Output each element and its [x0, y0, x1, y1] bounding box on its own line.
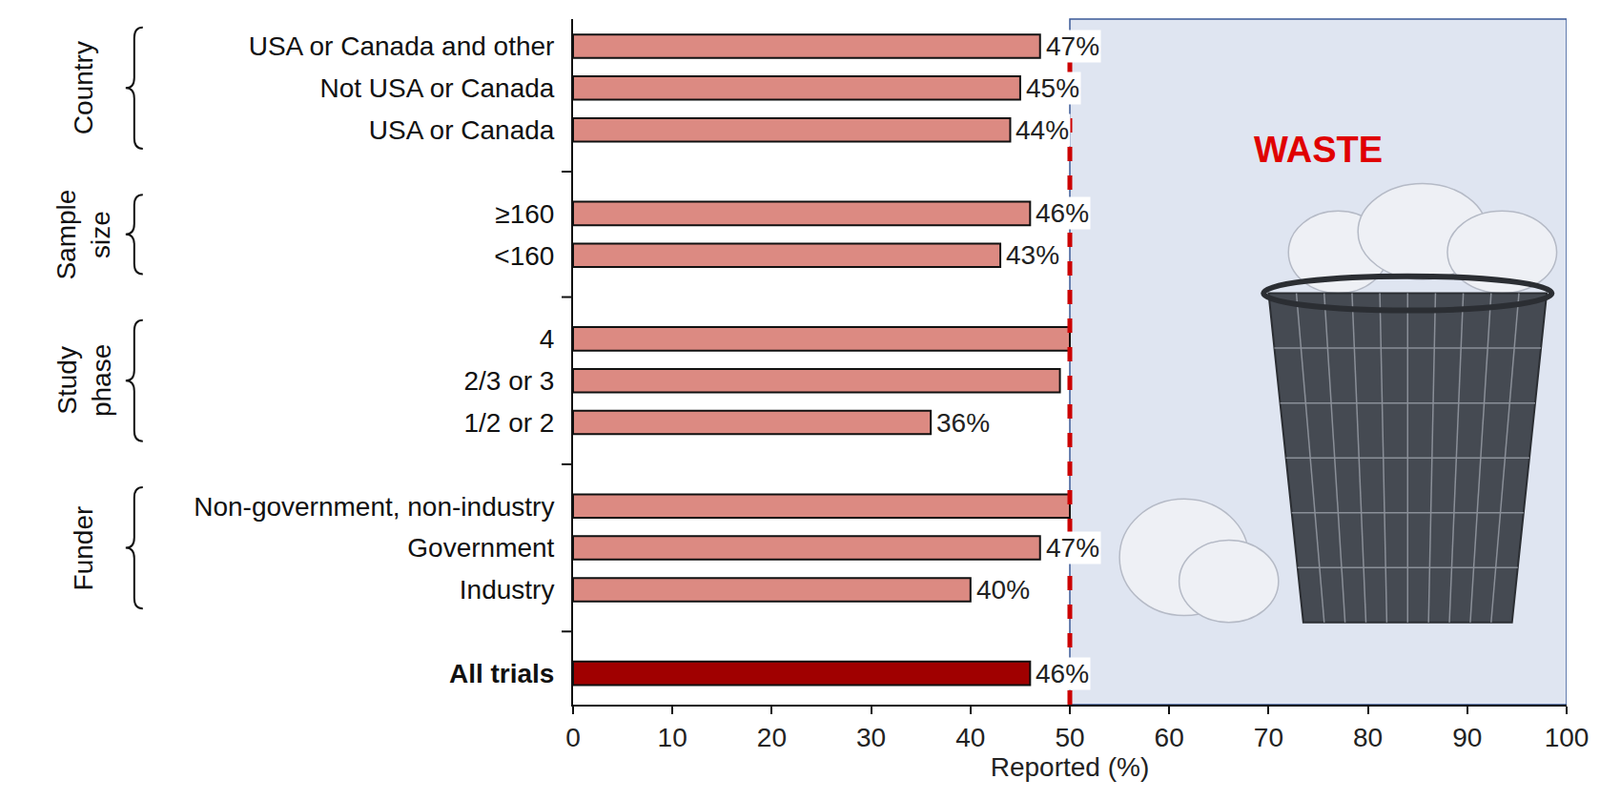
- svg-text:100: 100: [1544, 722, 1590, 753]
- svg-text:USA or Canada and other: USA or Canada and other: [248, 31, 555, 62]
- svg-text:80: 80: [1353, 722, 1383, 753]
- svg-text:Industry: Industry: [459, 574, 555, 605]
- svg-text:Country: Country: [68, 41, 99, 135]
- svg-text:70: 70: [1253, 722, 1284, 753]
- svg-text:≥160: ≥160: [494, 199, 554, 229]
- svg-text:40: 40: [955, 722, 985, 753]
- svg-text:47%: 47%: [1046, 31, 1100, 62]
- svg-text:4: 4: [539, 324, 555, 354]
- svg-text:USA or Canada: USA or Canada: [369, 115, 555, 145]
- svg-text:43%: 43%: [1005, 240, 1060, 270]
- svg-text:Studyphase: Studyphase: [52, 344, 117, 417]
- svg-text:45%: 45%: [1025, 73, 1080, 103]
- svg-text:2/3 or 3: 2/3 or 3: [463, 366, 554, 396]
- svg-text:46%: 46%: [1035, 658, 1089, 689]
- svg-text:<160: <160: [493, 241, 554, 271]
- svg-text:1/2 or 2: 1/2 or 2: [463, 408, 554, 438]
- svg-text:46%: 46%: [1035, 198, 1089, 228]
- svg-text:44%: 44%: [1015, 115, 1069, 145]
- svg-text:Funder: Funder: [68, 506, 99, 592]
- svg-text:Reported (%): Reported (%): [990, 752, 1150, 782]
- svg-text:36%: 36%: [936, 408, 990, 438]
- svg-text:Samplesize: Samplesize: [51, 189, 116, 281]
- svg-text:WASTE: WASTE: [1253, 129, 1383, 170]
- svg-text:Not USA or Canada: Not USA or Canada: [319, 73, 554, 103]
- svg-text:90: 90: [1452, 722, 1482, 753]
- svg-text:40%: 40%: [976, 574, 1030, 605]
- svg-text:Government: Government: [407, 533, 554, 563]
- svg-text:0: 0: [565, 722, 581, 753]
- svg-text:47%: 47%: [1046, 533, 1100, 563]
- svg-text:20: 20: [757, 722, 787, 753]
- svg-text:60: 60: [1154, 722, 1185, 753]
- svg-text:50: 50: [1054, 722, 1085, 753]
- svg-text:Non-government, non-industry: Non-government, non-industry: [193, 492, 554, 522]
- svg-text:10: 10: [657, 722, 688, 753]
- svg-text:All trials: All trials: [449, 658, 554, 689]
- svg-text:30: 30: [856, 722, 886, 753]
